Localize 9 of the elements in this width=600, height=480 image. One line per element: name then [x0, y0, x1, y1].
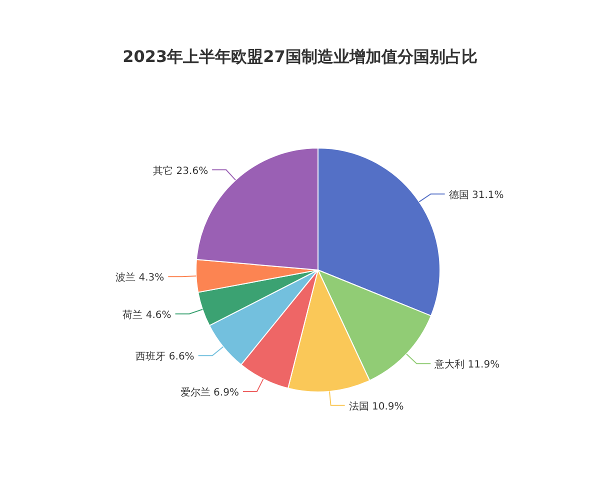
- slice-label: 西班牙 6.6%: [136, 350, 194, 363]
- chart-title: 2023年上半年欧盟27国制造业增加值分国别占比: [122, 47, 478, 66]
- slice-label: 意大利 11.9%: [434, 358, 500, 371]
- slice-label: 其它 23.6%: [153, 164, 208, 177]
- slice-label: 波兰 4.3%: [116, 272, 164, 284]
- slice-label: 法国 10.9%: [348, 400, 404, 412]
- slice-label: 荷兰 4.6%: [122, 308, 172, 321]
- slice-label: 德国 31.1%: [448, 190, 504, 202]
- slice-label: 爱尔兰 6.9%: [180, 386, 239, 399]
